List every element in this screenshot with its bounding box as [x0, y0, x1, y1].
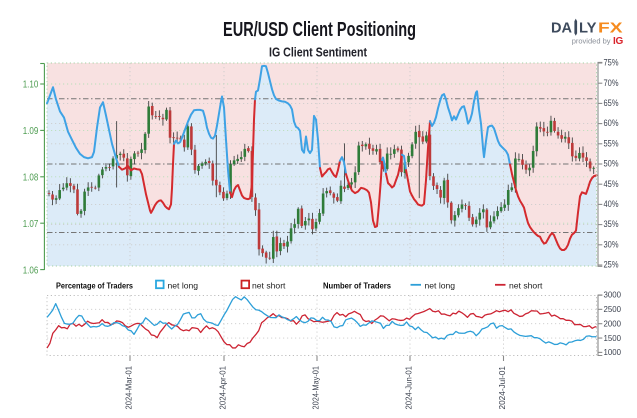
svg-text:IG: IG [613, 36, 623, 47]
svg-text:1.06: 1.06 [23, 265, 39, 276]
svg-text:1.07: 1.07 [23, 219, 39, 230]
svg-text:1500: 1500 [604, 333, 622, 343]
svg-text:2000: 2000 [604, 318, 622, 328]
svg-text:3000: 3000 [604, 290, 622, 300]
svg-text:55%: 55% [604, 138, 619, 148]
svg-text:provided by: provided by [572, 37, 611, 46]
svg-text:2024-Jul-01: 2024-Jul-01 [497, 366, 507, 410]
svg-text:30%: 30% [604, 239, 619, 249]
svg-text:25%: 25% [604, 260, 619, 270]
svg-text:1.08: 1.08 [23, 173, 39, 184]
svg-text:2024-Mar-01: 2024-Mar-01 [123, 366, 133, 410]
svg-text:2024-Apr-01: 2024-Apr-01 [217, 366, 227, 410]
svg-text:40%: 40% [604, 199, 619, 209]
svg-text:2500: 2500 [604, 304, 622, 314]
svg-text:60%: 60% [604, 118, 619, 128]
svg-text:Number of Traders: Number of Traders [323, 280, 391, 290]
svg-text:net long: net long [168, 280, 199, 290]
svg-text:DA: DA [551, 20, 573, 36]
svg-text:net long: net long [425, 280, 456, 290]
svg-text:net short: net short [509, 280, 543, 290]
svg-text:35%: 35% [604, 219, 619, 229]
svg-text:70%: 70% [604, 78, 619, 88]
svg-text:1.09: 1.09 [23, 126, 39, 137]
svg-text:EUR/USD Client Positioning: EUR/USD Client Positioning [223, 19, 416, 41]
svg-text:2024-May-01: 2024-May-01 [310, 366, 320, 410]
svg-text:1000: 1000 [604, 347, 622, 357]
svg-text:LY: LY [579, 20, 597, 36]
svg-text:2024-Jun-01: 2024-Jun-01 [403, 366, 413, 410]
svg-text:IG Client Sentiment: IG Client Sentiment [269, 46, 368, 60]
svg-text:50%: 50% [604, 159, 619, 169]
svg-text:net short: net short [252, 280, 286, 290]
svg-text:Percentage of Traders: Percentage of Traders [56, 280, 133, 290]
svg-text:FX: FX [598, 20, 623, 36]
svg-text:65%: 65% [604, 98, 619, 108]
svg-text:45%: 45% [604, 179, 619, 189]
svg-text:75%: 75% [604, 58, 619, 68]
svg-text:1.10: 1.10 [23, 80, 39, 91]
